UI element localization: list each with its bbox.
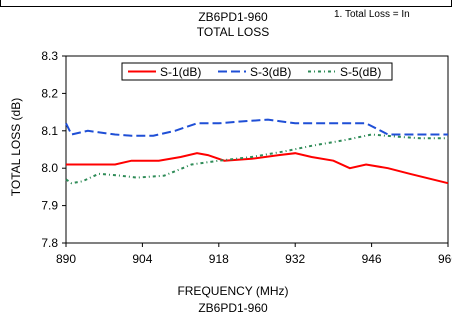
plot-area	[65, 55, 449, 244]
legend-label-1: S-1(dB)	[160, 65, 201, 79]
x-tick-label: 904	[132, 252, 152, 266]
chart-footer: ZB6PD1-960	[198, 301, 268, 315]
series-line-1	[66, 152, 449, 185]
x-tick-label: 946	[362, 252, 382, 266]
x-tick-label: 960	[438, 252, 452, 266]
y-tick-label: 8.1	[41, 124, 58, 138]
chart-subtitle: TOTAL LOSS	[196, 25, 270, 39]
y-tick-label: 8.0	[41, 161, 58, 175]
series-line-2	[65, 118, 448, 137]
y-tick-label: 8.2	[41, 86, 58, 100]
chart-title: ZB6PD1-960	[198, 10, 268, 24]
y-tick-label: 7.8	[41, 236, 58, 250]
x-tick-label: 890	[56, 252, 76, 266]
series-line-3	[65, 133, 448, 185]
x-tick-label: 918	[209, 252, 229, 266]
y-tick-label: 7.9	[41, 199, 58, 213]
x-axis-label: FREQUENCY (MHz)	[177, 284, 289, 298]
legend-label-3: S-5(dB)	[340, 65, 381, 79]
y-tick-label: 8.3	[41, 49, 58, 63]
header-note: 1. Total Loss = In	[334, 9, 410, 20]
x-tick-label: 932	[285, 252, 305, 266]
legend-box	[121, 62, 393, 81]
legend-label-2: S-3(dB)	[250, 65, 291, 79]
